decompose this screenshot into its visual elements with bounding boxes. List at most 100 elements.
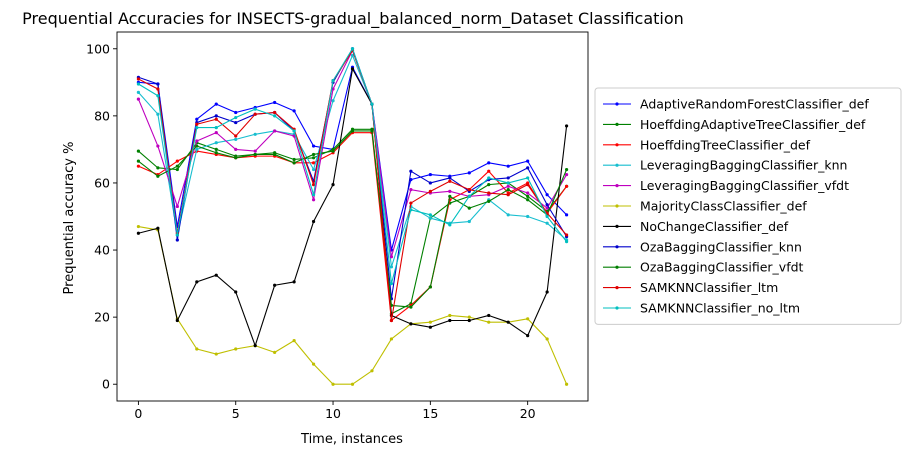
- data-point: [448, 179, 452, 183]
- series-line: [138, 48, 568, 300]
- legend-marker: [615, 163, 619, 167]
- data-point: [409, 208, 413, 212]
- data-point: [331, 149, 335, 153]
- data-point: [292, 161, 296, 165]
- data-point: [487, 320, 491, 324]
- data-point: [370, 369, 374, 373]
- series-line: [138, 226, 568, 385]
- chart-title: Prequential Accuracies for INSECTS-gradu…: [22, 9, 684, 29]
- legend-label: OzaBaggingClassifier_knn: [640, 239, 802, 254]
- series-SAMKNNClassifier_ltm: [136, 48, 569, 323]
- data-point: [428, 325, 432, 329]
- data-point: [389, 265, 394, 269]
- legend-marker: [615, 265, 619, 269]
- series-line: [138, 68, 568, 347]
- data-point: [448, 189, 452, 193]
- legend-item: SAMKNNClassifier_no_ltm: [603, 301, 800, 316]
- data-point: [253, 132, 257, 136]
- data-point: [214, 151, 218, 155]
- data-point: [506, 188, 510, 192]
- data-point: [156, 87, 160, 91]
- data-point: [253, 112, 257, 116]
- legend-item: LeveragingBaggingClassifier_vfdt: [603, 178, 849, 193]
- data-point: [564, 240, 569, 244]
- y-tick-label: 20: [94, 310, 110, 325]
- y-axis-label: Prequential accuracy %: [62, 142, 77, 295]
- data-point: [545, 221, 549, 225]
- data-point: [156, 166, 160, 170]
- data-point: [214, 102, 218, 106]
- legend-marker: [615, 224, 619, 228]
- legend-label: SAMKNNClassifier_ltm: [640, 280, 778, 295]
- data-point: [311, 167, 316, 172]
- axes-frame: [116, 31, 589, 402]
- data-point: [331, 79, 335, 83]
- data-point: [195, 139, 199, 143]
- series-HoeffdingAdaptiveTreeClassifier_def: [136, 127, 569, 316]
- data-point: [350, 67, 355, 71]
- legend-item: OzaBaggingClassifier_knn: [603, 239, 802, 254]
- data-point: [545, 203, 549, 207]
- data-point: [195, 117, 199, 121]
- data-point: [389, 255, 394, 259]
- data-point: [545, 206, 549, 210]
- data-point: [545, 337, 549, 341]
- data-point: [175, 318, 179, 323]
- data-point: [428, 216, 432, 220]
- legend-item: LeveragingBaggingClassifier_knn: [603, 158, 847, 173]
- legend-label: MajorityClassClassifier_def: [640, 199, 807, 214]
- data-point: [273, 283, 277, 287]
- data-point: [253, 344, 257, 348]
- data-point: [292, 129, 296, 133]
- legend-label: AdaptiveRandomForestClassifier_def: [640, 97, 869, 112]
- data-point: [195, 144, 199, 148]
- data-point: [234, 156, 238, 160]
- data-point: [214, 117, 218, 121]
- data-point: [467, 206, 471, 210]
- data-point: [467, 194, 471, 198]
- series-MajorityClassClassifier_def: [136, 224, 569, 386]
- data-point: [175, 204, 179, 209]
- data-point: [273, 350, 277, 354]
- data-point: [350, 53, 355, 58]
- data-point: [467, 171, 471, 175]
- data-point: [214, 114, 218, 118]
- legend-label: LeveragingBaggingClassifier_vfdt: [640, 178, 849, 193]
- data-point: [136, 82, 141, 86]
- data-point: [234, 290, 238, 294]
- data-point: [214, 352, 218, 356]
- data-point: [331, 382, 335, 386]
- data-point: [292, 339, 296, 343]
- data-point: [195, 122, 199, 126]
- data-point: [175, 159, 179, 163]
- data-point: [506, 176, 510, 180]
- data-point: [564, 184, 569, 188]
- data-point: [136, 231, 141, 235]
- data-point: [136, 159, 141, 163]
- x-tick-label: 5: [232, 406, 240, 421]
- data-point: [467, 315, 471, 319]
- series-OzaBaggingClassifier_vfdt: [136, 129, 569, 309]
- data-point: [273, 114, 277, 118]
- data-point: [487, 313, 491, 318]
- data-point: [428, 181, 432, 185]
- data-point: [526, 198, 530, 202]
- series-LeveragingBaggingClassifier_vfdt: [136, 48, 569, 259]
- data-point: [564, 233, 569, 237]
- series-LeveragingBaggingClassifier_knn: [136, 53, 569, 269]
- data-point: [214, 147, 218, 152]
- series-line: [138, 132, 568, 322]
- data-point: [506, 193, 510, 197]
- data-point: [156, 174, 160, 178]
- legend-marker: [615, 245, 619, 249]
- x-tick-label: 20: [520, 406, 536, 421]
- legend-marker: [615, 102, 619, 106]
- data-point: [331, 99, 335, 103]
- data-point: [136, 224, 141, 229]
- data-point: [506, 213, 510, 217]
- data-point: [448, 313, 452, 318]
- data-point: [526, 194, 530, 198]
- data-point: [564, 213, 569, 217]
- data-point: [409, 201, 413, 205]
